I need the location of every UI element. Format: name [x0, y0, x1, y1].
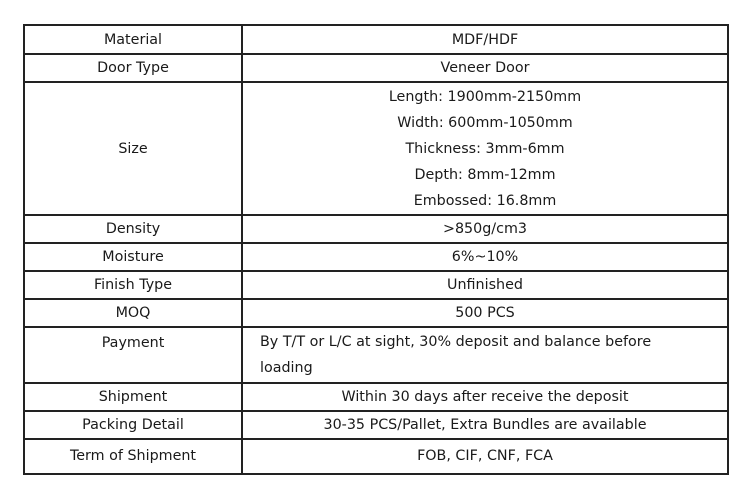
row-value: 500 PCS: [241, 298, 729, 328]
table-row: Size Length: 1900mm-2150mm Width: 600mm-…: [23, 81, 729, 216]
row-value: Within 30 days after receive the deposit: [241, 382, 729, 412]
payment-line: By T/T or L/C at sight, 30% deposit and …: [260, 334, 652, 350]
table-row: Material MDF/HDF: [23, 24, 729, 55]
payment-line: loading: [260, 360, 313, 376]
row-value: 6%~10%: [241, 242, 729, 272]
size-depth: Depth: 8mm-12mm: [414, 166, 556, 183]
size-embossed: Embossed: 16.8mm: [413, 192, 557, 209]
row-label: Payment: [23, 326, 243, 384]
row-value: 30-35 PCS/Pallet, Extra Bundles are avai…: [241, 410, 729, 440]
table-row: Packing Detail 30-35 PCS/Pallet, Extra B…: [23, 410, 729, 440]
table-row: Density >850g/cm3: [23, 214, 729, 244]
row-label: Size: [23, 81, 243, 216]
row-value: MDF/HDF: [241, 24, 729, 55]
row-value: >850g/cm3: [241, 214, 729, 244]
table-row: Term of Shipment FOB, CIF, CNF, FCA: [23, 438, 729, 475]
table-row: Payment By T/T or L/C at sight, 30% depo…: [23, 326, 729, 384]
table-row: Moisture 6%~10%: [23, 242, 729, 272]
row-label: Moisture: [23, 242, 243, 272]
table-row: Finish Type Unfinished: [23, 270, 729, 300]
row-value: Unfinished: [241, 270, 729, 300]
table-row: Door Type Veneer Door: [23, 53, 729, 83]
row-label: Packing Detail: [23, 410, 243, 440]
row-label: Finish Type: [23, 270, 243, 300]
row-label: Density: [23, 214, 243, 244]
row-label: Door Type: [23, 53, 243, 83]
row-label: Material: [23, 24, 243, 55]
size-width: Width: 600mm-1050mm: [397, 114, 573, 131]
row-value: Veneer Door: [241, 53, 729, 83]
row-label: Shipment: [23, 382, 243, 412]
size-length: Length: 1900mm-2150mm: [388, 88, 582, 105]
table-row: MOQ 500 PCS: [23, 298, 729, 328]
table-row: Shipment Within 30 days after receive th…: [23, 382, 729, 412]
size-thickness: Thickness: 3mm-6mm: [405, 140, 565, 157]
row-value: FOB, CIF, CNF, FCA: [241, 438, 729, 475]
row-value: By T/T or L/C at sight, 30% deposit and …: [241, 326, 729, 384]
row-value: Length: 1900mm-2150mm Width: 600mm-1050m…: [241, 81, 729, 216]
row-label: MOQ: [23, 298, 243, 328]
row-label: Term of Shipment: [23, 438, 243, 475]
product-spec-table: Material MDF/HDF Door Type Veneer Door S…: [23, 24, 729, 475]
